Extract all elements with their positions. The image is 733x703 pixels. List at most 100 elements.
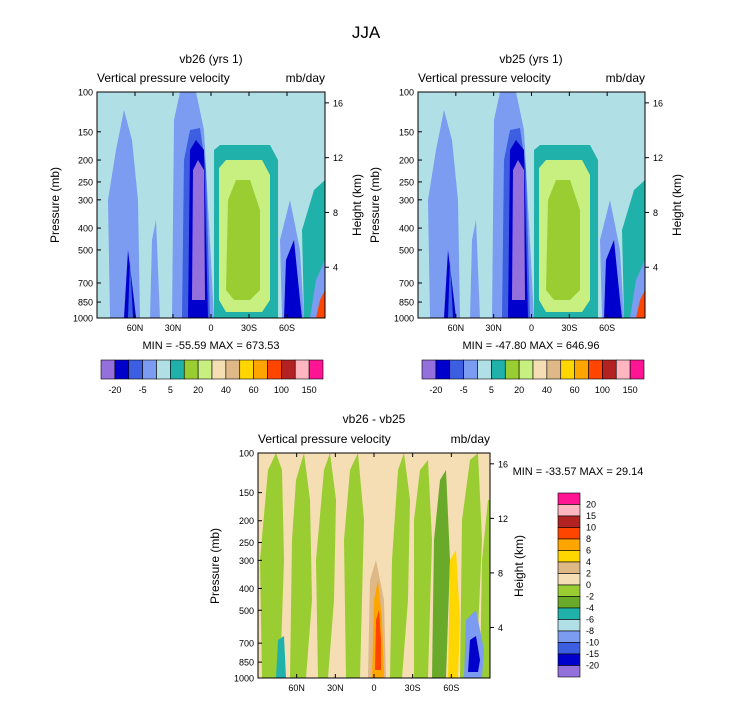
x-tick-label: 60N (127, 323, 144, 333)
colorbar-box (114, 359, 130, 380)
colorbar-box (435, 359, 451, 380)
colorbar-label: -20 (108, 385, 121, 395)
colorbar-label: 150 (623, 385, 638, 395)
colorbar-box (557, 630, 581, 643)
colorbar-box (629, 359, 645, 380)
colorbar-box (183, 359, 199, 380)
panel-diff: vb26 - vb25 Vertical pressure velocity m… (208, 412, 643, 693)
x-tick-label: 30N (327, 683, 344, 693)
figure-title: JJA (352, 23, 381, 42)
x-tick-label: 60N (448, 323, 465, 333)
y-tick-label: 250 (78, 177, 93, 187)
colorbar-box (557, 527, 581, 540)
colorbar-label: 0 (586, 580, 591, 590)
colorbar-box (557, 538, 581, 551)
colorbar-box (100, 359, 116, 380)
colorbar-box (546, 359, 562, 380)
y2-tick-label: 4 (653, 263, 658, 273)
y2-axis-label: Height (km) (350, 174, 364, 236)
colorbar-box (557, 504, 581, 517)
colorbar-box (588, 359, 603, 380)
left-string: Vertical pressure velocity (258, 432, 391, 446)
colorbar-box (602, 359, 617, 380)
colorbar-box (449, 359, 464, 380)
y2-tick-label: 8 (653, 208, 658, 218)
x-tick-label: 0 (371, 683, 376, 693)
colorbar-box (532, 359, 548, 380)
x-tick-label: 60N (288, 683, 305, 693)
colorbar-box (197, 359, 213, 380)
colorbar-box (463, 359, 478, 380)
colorbar-box (557, 653, 581, 666)
min-max-text: MIN = -47.80 MAX = 646.96 (463, 340, 600, 352)
y-tick-label: 400 (399, 224, 414, 234)
colorbar-label: 8 (586, 534, 591, 544)
y-tick-label: 300 (399, 195, 414, 205)
colorbar-label: 20 (514, 385, 524, 395)
y-tick-label: 100 (399, 88, 414, 98)
x-ticks: 60N 30N 0 30S 60S (288, 453, 459, 693)
colorbar-box (557, 665, 581, 678)
y-ticks: 100 150 200 250 300 400 500 700 850 1000 (394, 88, 422, 324)
y-tick-label: 150 (239, 488, 254, 498)
x-tick-label: 0 (529, 323, 534, 333)
x-tick-label: 0 (208, 323, 213, 333)
y-tick-label: 1000 (234, 674, 254, 684)
colorbar-label: 100 (595, 385, 610, 395)
y-tick-label: 700 (239, 639, 254, 649)
colorbar-label: 10 (586, 523, 596, 533)
colorbar-label: -20 (586, 661, 599, 671)
colorbar-box (557, 515, 581, 528)
y-tick-label: 500 (78, 245, 93, 255)
colorbar-label: 15 (586, 511, 596, 521)
colorbar-label: -8 (586, 626, 594, 636)
colorbar-box (518, 359, 534, 380)
y2-tick-label: 8 (498, 568, 503, 578)
colorbar-label: 5 (489, 385, 494, 395)
y-tick-label: 100 (78, 88, 93, 98)
colorbar-box (477, 359, 492, 380)
y-tick-label: 200 (399, 156, 414, 166)
y2-ticks: 16 12 8 4 (490, 459, 508, 633)
y2-tick-label: 12 (498, 514, 508, 524)
y2-axis-label: Height (km) (670, 174, 684, 236)
colorbar: -20 -5 5 20 40 60 100 150 (100, 359, 324, 395)
colorbar-box (128, 359, 143, 380)
colorbar-label: -10 (586, 638, 599, 648)
y2-ticks: 16 12 8 4 (325, 98, 343, 273)
x-tick-label: 60S (443, 683, 459, 693)
left-string: Vertical pressure velocity (97, 71, 230, 85)
colorbar-box (557, 619, 581, 632)
y-tick-label: 100 (239, 449, 254, 459)
x-tick-label: 30S (561, 323, 577, 333)
colorbar-box (308, 359, 324, 380)
colorbar-box (267, 359, 282, 380)
colorbar-box (253, 359, 268, 380)
colorbar-box (557, 607, 581, 620)
x-tick-label: 60S (279, 323, 295, 333)
y-tick-label: 700 (78, 278, 93, 288)
y-axis-label: Pressure (mb) (368, 167, 382, 243)
y2-tick-label: 16 (653, 98, 663, 108)
panel-title: vb26 - vb25 (343, 412, 406, 426)
x-ticks: 60N 30N 0 30S 60S (448, 92, 615, 333)
x-tick-label: 30S (405, 683, 421, 693)
colorbar-box (421, 359, 437, 380)
y-tick-label: 150 (78, 127, 93, 137)
colorbar-label: 100 (274, 385, 289, 395)
contour-field (418, 92, 645, 318)
colorbar-label: -6 (586, 615, 594, 625)
y2-tick-label: 4 (333, 263, 338, 273)
y-tick-label: 700 (399, 278, 414, 288)
colorbar-label: -2 (586, 592, 594, 602)
colorbar-label: 60 (570, 385, 580, 395)
colorbar-label: 6 (586, 546, 591, 556)
y-tick-label: 500 (399, 245, 414, 255)
panel-vb25: vb25 (yrs 1) Vertical pressure velocity … (368, 52, 684, 395)
min-max-text: MIN = -55.59 MAX = 673.53 (143, 340, 280, 352)
y-tick-label: 850 (239, 658, 254, 668)
y-axis-label: Pressure (mb) (208, 528, 222, 604)
colorbar-label: 4 (586, 557, 591, 567)
colorbar-label: 150 (302, 385, 317, 395)
